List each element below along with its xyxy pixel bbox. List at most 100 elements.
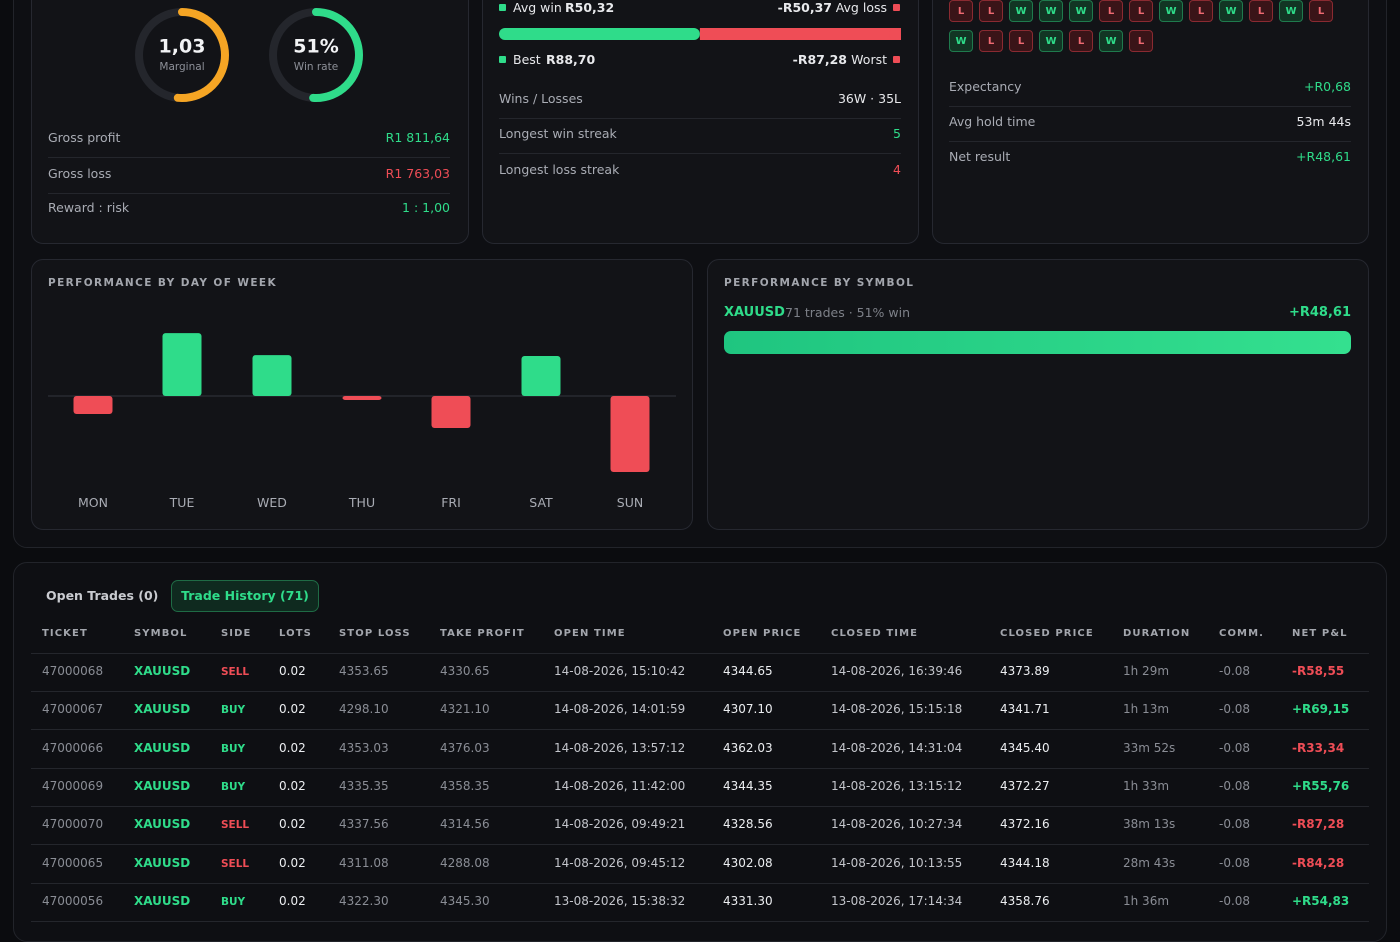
- table-cell: 4372.27: [1000, 778, 1050, 793]
- table-cell: 4353.65: [339, 664, 389, 678]
- chart-title: PERFORMANCE BY DAY OF WEEK: [48, 277, 278, 289]
- table-cell: 13-08-2026, 15:38:32: [554, 893, 686, 908]
- streak-pill: W: [1009, 0, 1033, 22]
- row-label: Expectancy: [949, 79, 1022, 94]
- table-cell: -0.08: [1219, 855, 1251, 870]
- table-cell: 4372.16: [1000, 817, 1050, 832]
- table-cell: 4288.08: [440, 855, 490, 870]
- table-cell: 4344.65: [723, 664, 773, 678]
- table-cell: -0.08: [1219, 664, 1251, 678]
- symbol-name: XAUUSD: [724, 305, 785, 320]
- table-cell: XAUUSD: [134, 702, 191, 717]
- table-cell: 47000066: [42, 740, 104, 755]
- table-cell: 4344.18: [1000, 855, 1050, 870]
- symbol-detail: 71 trades · 51% win: [785, 305, 911, 320]
- table-cell: SELL: [221, 857, 250, 870]
- row-separator: [31, 882, 1369, 884]
- streak-pill: W: [1219, 0, 1243, 22]
- table-cell: 4345.40: [1000, 740, 1050, 755]
- column-header: OPEN TIME: [554, 628, 626, 639]
- table-cell: -0.08: [1219, 702, 1251, 717]
- table-cell: 4307.10: [723, 702, 773, 717]
- table-cell: 4358.35: [440, 778, 490, 793]
- table-cell: 14-08-2026, 14:31:04: [831, 740, 963, 755]
- table-cell: 33m 52s: [1123, 740, 1176, 755]
- row-separator: [499, 118, 901, 119]
- column-header: OPEN PRICE: [723, 628, 802, 639]
- column-header: CLOSED PRICE: [1000, 628, 1094, 639]
- row-value: R1 811,64: [385, 130, 450, 145]
- streak-pill: L: [949, 0, 973, 22]
- table-cell: XAUUSD: [134, 893, 191, 908]
- tab[interactable]: Open Trades (0): [46, 588, 159, 603]
- avg-loss-label: Avg loss: [835, 0, 887, 15]
- table-cell: -R84,28: [1292, 855, 1345, 870]
- table-cell: 4314.56: [440, 817, 490, 832]
- row-separator: [48, 193, 450, 194]
- table-cell: 0.02: [279, 664, 306, 678]
- day-label: MON: [78, 495, 108, 510]
- table-cell: 14-08-2026, 13:15:12: [831, 778, 963, 793]
- table-cell: 4362.03: [723, 740, 773, 755]
- streak-pill: W: [1159, 0, 1183, 22]
- table-cell: 47000070: [42, 817, 104, 832]
- streak-pill: L: [1129, 30, 1153, 52]
- table-cell: 14-08-2026, 14:01:59: [554, 702, 686, 717]
- day-label: WED: [257, 495, 287, 510]
- table-cell: 14-08-2026, 09:49:21: [554, 817, 686, 832]
- table-cell: 4344.35: [723, 778, 773, 793]
- tab[interactable]: Trade History (71): [171, 580, 319, 612]
- streak-pill: W: [1069, 0, 1093, 22]
- row-separator: [31, 920, 1369, 922]
- table-cell: 47000069: [42, 778, 104, 793]
- streak-pill: L: [1069, 30, 1093, 52]
- worst-value: -R87,28: [792, 52, 847, 67]
- table-cell: +R69,15: [1292, 702, 1350, 717]
- row-value: +R48,61: [1296, 149, 1351, 164]
- row-label: Wins / Losses: [499, 91, 583, 106]
- table-cell: XAUUSD: [134, 817, 191, 832]
- row-value: 1 : 1,00: [402, 200, 450, 215]
- row-separator: [949, 106, 1351, 107]
- table-cell: +R55,76: [1292, 778, 1350, 793]
- table-cell: 1h 13m: [1123, 702, 1170, 717]
- row-value: 53m 44s: [1296, 114, 1351, 129]
- summary-card: [31, 0, 469, 244]
- row-separator: [31, 767, 1369, 769]
- table-cell: -R58,55: [1292, 664, 1345, 678]
- table-cell: BUY: [221, 704, 246, 717]
- row-separator: [31, 844, 1369, 846]
- symbol-pnl: +R48,61: [1288, 305, 1351, 320]
- table-cell: 47000068: [42, 664, 104, 678]
- table-cell: BUY: [221, 895, 246, 908]
- column-header: CLOSED TIME: [831, 628, 919, 639]
- column-header: TICKET: [42, 628, 88, 639]
- table-cell: 4321.10: [440, 702, 490, 717]
- row-label: Gross profit: [48, 130, 121, 145]
- row-separator: [31, 729, 1369, 731]
- table-cell: 14-08-2026, 15:10:42: [554, 664, 686, 678]
- column-header: SIDE: [221, 628, 252, 639]
- streak-pill: W: [949, 30, 973, 52]
- table-cell: 4322.30: [339, 893, 389, 908]
- row-label: Reward : risk: [48, 200, 130, 215]
- best-label: Best: [513, 52, 541, 67]
- table-cell: +R54,83: [1292, 893, 1350, 908]
- table-cell: XAUUSD: [134, 778, 191, 793]
- table-cell: 0.02: [279, 817, 306, 832]
- table-cell: 1h 36m: [1123, 893, 1170, 908]
- row-label: Net result: [949, 149, 1011, 164]
- table-cell: 0.02: [279, 778, 306, 793]
- column-header: NET P&L: [1292, 628, 1348, 639]
- table-cell: 4341.71: [1000, 702, 1050, 717]
- table-cell: 4345.30: [440, 893, 490, 908]
- legend-dot: [893, 4, 900, 11]
- table-cell: 4330.65: [440, 664, 490, 678]
- table-cell: BUY: [221, 742, 246, 755]
- day-label: SAT: [529, 495, 553, 510]
- table-cell: -0.08: [1219, 893, 1251, 908]
- table-cell: 14-08-2026, 10:13:55: [831, 855, 963, 870]
- day-label: SUN: [616, 495, 644, 510]
- streak-pill: W: [1099, 30, 1123, 52]
- table-cell: -R87,28: [1292, 817, 1345, 832]
